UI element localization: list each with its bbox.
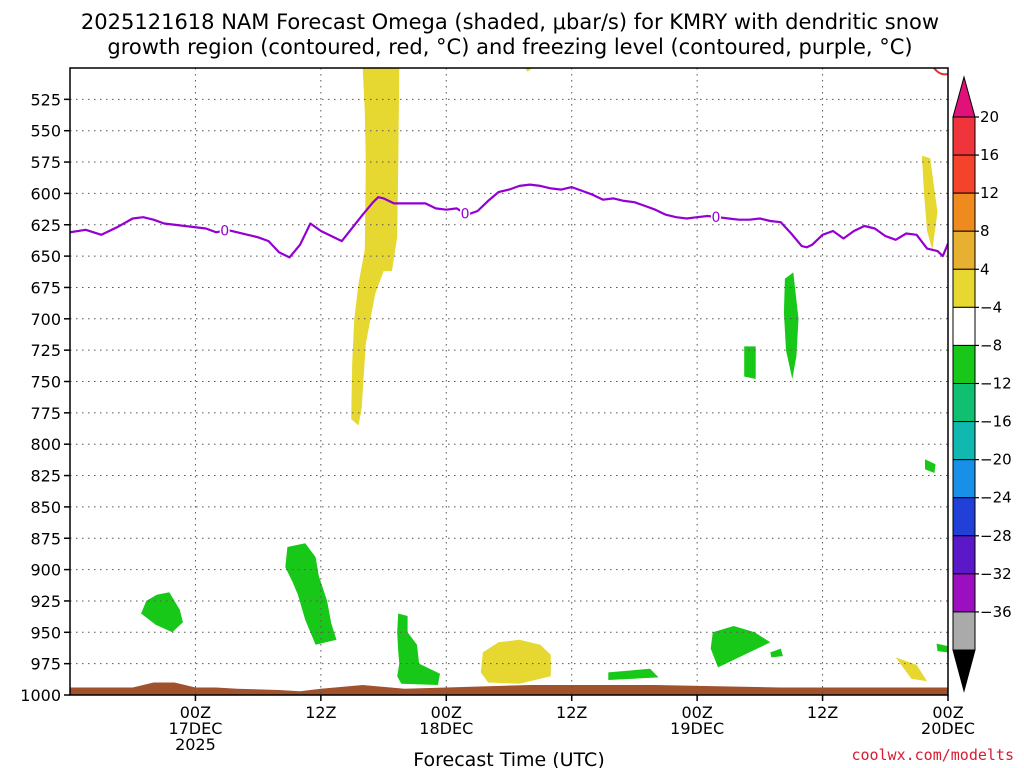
omega-region-13	[770, 648, 783, 658]
y-tick-label-650: 650	[30, 247, 61, 266]
colorbar-bin-12	[952, 573, 976, 613]
omega-region-12	[710, 626, 771, 668]
x-tick-label-18-0: 12Z	[305, 703, 336, 722]
colorbar-bin-5	[952, 306, 976, 346]
colorbar-label-0: 20	[980, 108, 999, 126]
colorbar-bottom-arrow	[952, 649, 976, 693]
title-line-1: 2025121618 NAM Forecast Omega (shaded, μ…	[81, 10, 939, 34]
x-tick-label-42-0: 12Z	[556, 703, 587, 722]
x-tick-label-6-1: 17DEC	[168, 719, 222, 738]
omega-region-5	[141, 592, 183, 633]
colorbar-bin-13	[952, 611, 976, 651]
y-tick-label-550: 550	[30, 122, 61, 141]
omega-region-6	[285, 543, 337, 645]
colorbar: 20 16 12 8 4 −4 −8 −12 −16 −20 −24 −28 −32 −36	[952, 75, 1012, 693]
x-tick-label-30-1: 18DEC	[419, 719, 473, 738]
x-tick-label-54-1: 19DEC	[670, 719, 724, 738]
freezing-level-label-0: 0	[220, 223, 229, 239]
omega-region-9	[744, 346, 756, 379]
y-tick-label-925: 925	[30, 592, 61, 611]
dgz-contour-fragment	[933, 68, 948, 76]
colorbar-bin-1	[952, 154, 976, 194]
colorbar-label-1: 16	[980, 146, 999, 164]
colorbar-label-9: −20	[980, 451, 1012, 469]
colorbar-label-12: −32	[980, 565, 1012, 583]
colorbar-bin-7	[952, 383, 976, 423]
omega-region-0	[351, 68, 400, 426]
colorbar-bin-9	[952, 459, 976, 499]
omega-region-2	[480, 639, 551, 684]
colorbar-bin-8	[952, 421, 976, 461]
colorbar-label-11: −28	[980, 527, 1012, 545]
y-tick-label-775: 775	[30, 404, 61, 423]
colorbar-label-7: −12	[980, 375, 1012, 393]
omega-shaded-regions	[70, 68, 948, 695]
omega-region-8	[783, 272, 799, 379]
chart-title: 2025121618 NAM Forecast Omega (shaded, μ…	[81, 10, 939, 59]
title-line-2: growth region (contoured, red, °C) and f…	[107, 35, 912, 59]
y-tick-label-525: 525	[30, 90, 61, 109]
y-tick-label-950: 950	[30, 623, 61, 642]
colorbar-label-13: −36	[980, 603, 1012, 621]
x-tick-label-54-0: 00Z	[681, 703, 712, 722]
x-tick-label-66-0: 12Z	[807, 703, 838, 722]
y-tick-label-850: 850	[30, 498, 61, 517]
colorbar-label-10: −24	[980, 489, 1012, 507]
freezing-label-bg-0	[219, 223, 230, 238]
colorbar-label-4: 4	[980, 260, 990, 278]
y-tick-label-600: 600	[30, 184, 61, 203]
freezing-label-bg-1	[460, 206, 471, 221]
freezing-label-bg-2	[710, 209, 721, 224]
x-tick-label-78-1: 20DEC	[921, 719, 975, 738]
omega-region-4	[524, 68, 532, 72]
freezing-level-line	[70, 183, 948, 259]
y-tick-label-700: 700	[30, 310, 61, 329]
freezing-level-label-1: 0	[461, 206, 470, 222]
colorbar-label-8: −16	[980, 413, 1012, 431]
x-tick-label-78-0: 00Z	[932, 703, 963, 722]
colorbar-label-3: 8	[980, 222, 990, 240]
y-tick-label-725: 725	[30, 341, 61, 360]
omega-region-7	[397, 613, 440, 685]
omega-region-1	[921, 155, 938, 250]
y-tick-label-625: 625	[30, 216, 61, 235]
surface-terrain	[70, 682, 948, 695]
y-tick-label-675: 675	[30, 278, 61, 297]
y-tick-label-750: 750	[30, 373, 61, 392]
credit-text[interactable]: coolwx.com/modelts	[851, 746, 1014, 764]
colorbar-label-5: −4	[980, 298, 1002, 316]
y-tick-label-900: 900	[30, 561, 61, 580]
colorbar-bin-6	[952, 344, 976, 384]
x-axis-title: Forecast Time (UTC)	[413, 749, 604, 768]
x-tick-label-30-0: 00Z	[431, 703, 462, 722]
colorbar-bin-2	[952, 192, 976, 232]
y-tick-label-975: 975	[30, 655, 61, 674]
colorbar-label-6: −8	[980, 336, 1002, 354]
contour-lines: 0 0 0	[70, 68, 948, 259]
colorbar-bin-0	[952, 116, 976, 156]
omega-region-10	[925, 459, 936, 473]
omega-region-11	[608, 668, 659, 680]
colorbar-bin-3	[952, 230, 976, 270]
colorbar-bin-4	[952, 268, 976, 308]
colorbar-bin-10	[952, 497, 976, 537]
colorbar-bin-11	[952, 535, 976, 575]
y-tick-label-825: 825	[30, 467, 61, 486]
y-tick-label-875: 875	[30, 529, 61, 548]
x-tick-label-6-2: 2025	[175, 735, 216, 754]
y-tick-label-800: 800	[30, 435, 61, 454]
grid-lines	[70, 68, 949, 695]
omega-region-14	[936, 643, 948, 653]
y-tick-label-1000: 1000	[20, 686, 61, 705]
freezing-level-label-2: 0	[711, 210, 720, 226]
colorbar-top-arrow	[952, 75, 976, 118]
colorbar-label-2: 12	[980, 184, 999, 202]
x-tick-label-6-0: 00Z	[180, 703, 211, 722]
y-tick-label-575: 575	[30, 153, 61, 172]
y-axis-pressure: 525 550 575 600 625 650 675 700 725 750 775 800 825 8…	[20, 90, 70, 705]
omega-region-3	[895, 657, 928, 682]
